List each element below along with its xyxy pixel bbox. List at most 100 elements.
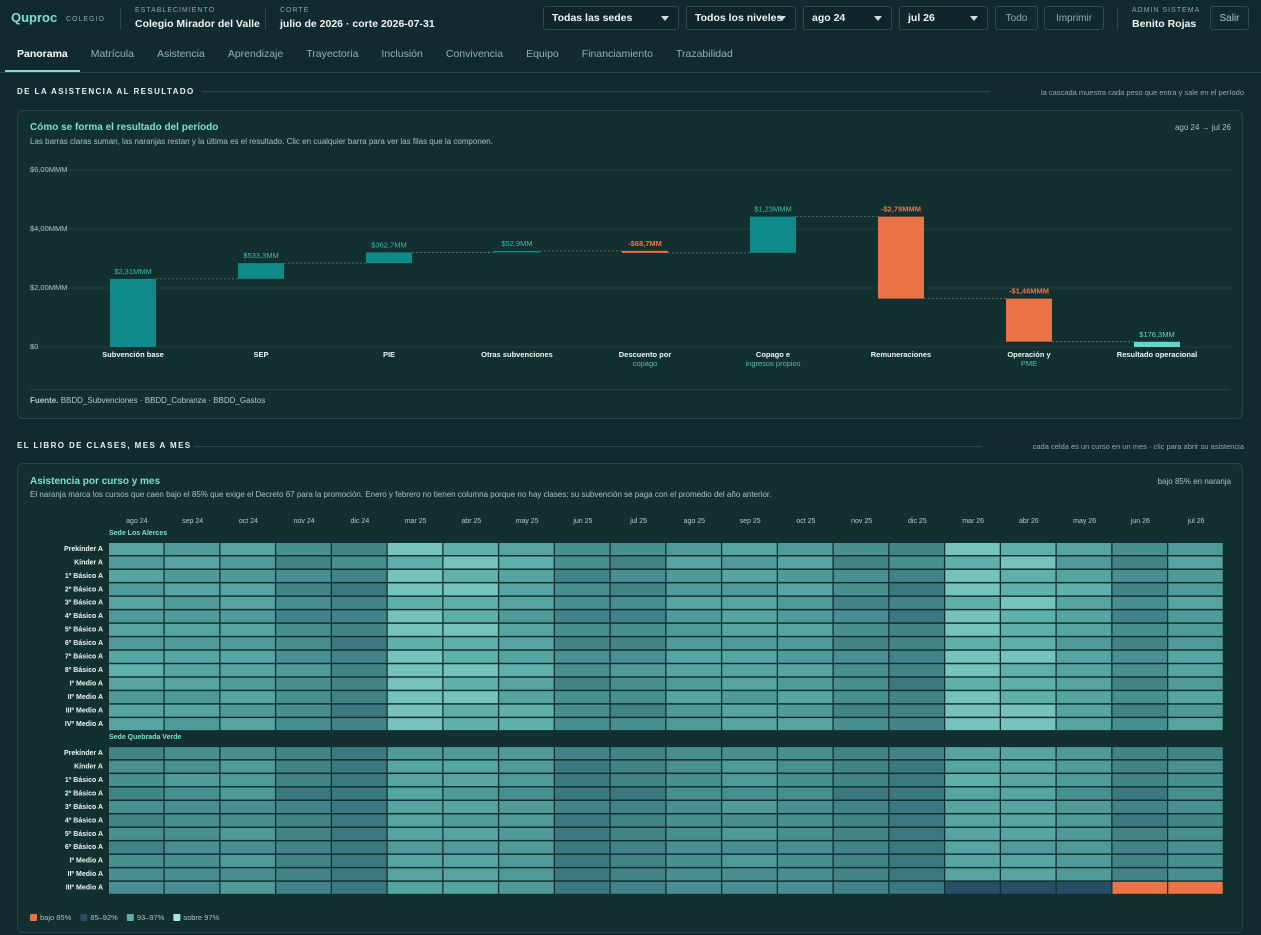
heat-cell[interactable]	[889, 814, 944, 827]
heat-cell[interactable]	[220, 704, 275, 717]
heat-cell[interactable]	[722, 610, 777, 623]
heat-cell[interactable]	[945, 881, 1000, 894]
heat-cell[interactable]	[833, 760, 889, 773]
heat-cell[interactable]	[945, 787, 1000, 800]
heat-cell[interactable]	[945, 556, 1000, 569]
heat-cell[interactable]	[109, 569, 164, 582]
heat-cell[interactable]	[555, 827, 610, 840]
heat-cell[interactable]	[276, 841, 331, 854]
heat-cell[interactable]	[889, 637, 944, 650]
heat-cell[interactable]	[1056, 583, 1112, 596]
heat-cell[interactable]	[666, 868, 721, 881]
heat-cell[interactable]	[1001, 704, 1056, 717]
heat-cell[interactable]	[164, 637, 220, 650]
heat-cell[interactable]	[889, 760, 944, 773]
heat-cell[interactable]	[666, 650, 721, 663]
heat-cell[interactable]	[1001, 718, 1056, 731]
heat-cell[interactable]	[387, 760, 443, 773]
heat-cell[interactable]	[555, 800, 610, 813]
heat-cell[interactable]	[164, 718, 220, 731]
heat-cell[interactable]	[220, 664, 275, 677]
filter-select[interactable]: Todas las sedes	[543, 6, 679, 30]
filter-select[interactable]: Todos los niveles	[686, 6, 796, 30]
heat-cell[interactable]	[833, 583, 889, 596]
heat-cell[interactable]	[387, 704, 443, 717]
heat-cell[interactable]	[945, 691, 1000, 704]
tab[interactable]: Matrícula	[90, 48, 134, 60]
heat-cell[interactable]	[1168, 881, 1223, 894]
heat-cell[interactable]	[220, 583, 275, 596]
heat-cell[interactable]	[833, 569, 889, 582]
heat-cell[interactable]	[555, 691, 610, 704]
heat-cell[interactable]	[833, 854, 889, 867]
heat-cell[interactable]	[1056, 747, 1112, 760]
heat-cell[interactable]	[1112, 841, 1167, 854]
heat-cell[interactable]	[332, 610, 387, 623]
heat-cell[interactable]	[555, 774, 610, 787]
heat-cell[interactable]	[889, 718, 944, 731]
heat-cell[interactable]	[332, 841, 387, 854]
heat-cell[interactable]	[109, 881, 164, 894]
heat-cell[interactable]	[1112, 596, 1167, 609]
heat-cell[interactable]	[164, 677, 220, 690]
heat-cell[interactable]	[833, 718, 889, 731]
heat-cell[interactable]	[610, 827, 666, 840]
heat-cell[interactable]	[1112, 760, 1167, 773]
heat-cell[interactable]	[1001, 747, 1056, 760]
heat-cell[interactable]	[778, 774, 833, 787]
heat-cell[interactable]	[666, 841, 721, 854]
heat-cell[interactable]	[443, 760, 498, 773]
heat-cell[interactable]	[332, 718, 387, 731]
heat-cell[interactable]	[276, 569, 331, 582]
heat-cell[interactable]	[833, 556, 889, 569]
heat-cell[interactable]	[1056, 827, 1112, 840]
heat-cell[interactable]	[778, 854, 833, 867]
heat-cell[interactable]	[443, 583, 498, 596]
heat-cell[interactable]	[1056, 800, 1112, 813]
heat-cell[interactable]	[1001, 787, 1056, 800]
tab[interactable]: Inclusión	[381, 48, 423, 60]
heat-cell[interactable]	[164, 774, 220, 787]
heat-cell[interactable]	[443, 691, 498, 704]
heat-cell[interactable]	[499, 827, 554, 840]
heat-cell[interactable]	[945, 868, 1000, 881]
heat-cell[interactable]	[1056, 881, 1112, 894]
heat-cell[interactable]	[722, 704, 777, 717]
heat-cell[interactable]	[443, 787, 498, 800]
heat-cell[interactable]	[833, 704, 889, 717]
heat-cell[interactable]	[276, 814, 331, 827]
heat-cell[interactable]	[945, 637, 1000, 650]
heat-cell[interactable]	[220, 677, 275, 690]
heat-cell[interactable]	[1168, 787, 1223, 800]
heat-cell[interactable]	[833, 747, 889, 760]
heat-cell[interactable]	[555, 664, 610, 677]
bar[interactable]	[110, 278, 156, 347]
heat-cell[interactable]	[778, 569, 833, 582]
heat-cell[interactable]	[889, 677, 944, 690]
heat-cell[interactable]	[610, 664, 666, 677]
bar[interactable]	[622, 250, 668, 253]
heat-cell[interactable]	[220, 596, 275, 609]
heat-cell[interactable]	[1056, 543, 1112, 555]
heat-cell[interactable]	[1168, 718, 1223, 731]
heat-cell[interactable]	[109, 814, 164, 827]
tab[interactable]: Aprendizaje	[227, 48, 284, 60]
heat-cell[interactable]	[332, 543, 387, 555]
heat-cell[interactable]	[666, 704, 721, 717]
heat-cell[interactable]	[1112, 543, 1167, 555]
heat-cell[interactable]	[833, 691, 889, 704]
heat-cell[interactable]	[722, 650, 777, 663]
heat-cell[interactable]	[778, 637, 833, 650]
heat-cell[interactable]	[778, 610, 833, 623]
heat-cell[interactable]	[778, 543, 833, 555]
heat-cell[interactable]	[499, 543, 554, 555]
heat-cell[interactable]	[387, 827, 443, 840]
heat-cell[interactable]	[945, 704, 1000, 717]
heat-cell[interactable]	[778, 841, 833, 854]
heat-cell[interactable]	[889, 787, 944, 800]
heat-cell[interactable]	[945, 718, 1000, 731]
heat-cell[interactable]	[276, 543, 331, 555]
heat-cell[interactable]	[778, 583, 833, 596]
heat-cell[interactable]	[722, 747, 777, 760]
heat-cell[interactable]	[443, 854, 498, 867]
